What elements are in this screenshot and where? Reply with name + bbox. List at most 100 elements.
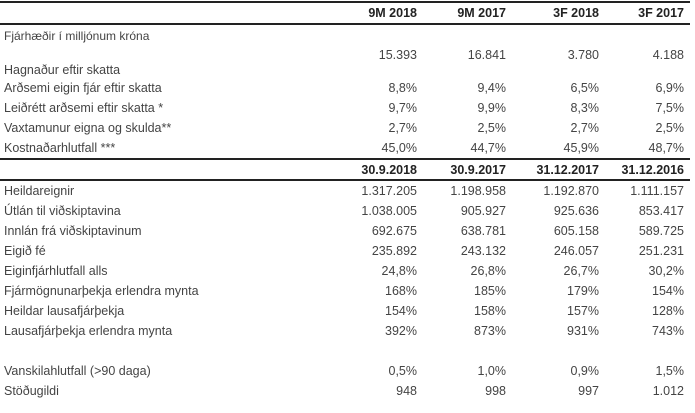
balance-row-label: Lausafjárþekja erlendra mynta <box>4 324 173 338</box>
balance-row-label: Eigið fé <box>4 244 46 258</box>
period-row: Arðsemi eigin fjár eftir skatta 8,8% 9,4% 6… <box>0 78 690 98</box>
balance-row-value: 179% <box>567 284 599 298</box>
unit-label-row-value <box>417 24 506 46</box>
spacer-row-value <box>328 341 417 361</box>
balance-row-value: 128% <box>652 304 684 318</box>
balance-row-value: 158% <box>474 304 506 318</box>
period-row: Kostnaðarhlutfall *** 45,0% 44,7% 45,9% 48,7… <box>0 138 690 159</box>
balance-row-value: 185% <box>474 284 506 298</box>
period-row-value: 45,0% <box>381 141 417 155</box>
balance-row-value: 392% <box>385 324 417 338</box>
date-header-row-value: 31.12.2016 <box>599 158 690 181</box>
balance-row: Eiginfjárhlutfall alls 24,8% 26,8% 26,7% 30,… <box>0 261 690 281</box>
balance-row-label: Eiginfjárhlutfall alls <box>4 264 108 278</box>
period-row-value: 3.780 <box>567 48 599 62</box>
balance-row: Innlán frá viðskiptavinum 692.675 638.781 6… <box>0 221 690 241</box>
balance-row-value: 1.111.157 <box>630 184 684 198</box>
balance-row-value: 157% <box>567 304 599 318</box>
period-row-value: 8,3% <box>570 101 600 115</box>
period-header-row-value: 9M 2018 <box>328 1 417 25</box>
period-row-value: 9,7% <box>388 101 418 115</box>
period-row-label: Vaxtamunur eigna og skulda** <box>4 121 172 135</box>
period-row-value: 9,9% <box>477 101 507 115</box>
other-row: Vanskilahlutfall (>90 daga) 0,5% 1,0% 0,9% 1… <box>0 361 690 381</box>
period-row-value: 8,8% <box>388 81 418 95</box>
period-row-label: Arðsemi eigin fjár eftir skatta <box>4 81 162 95</box>
period-row: Vaxtamunur eigna og skulda** 2,7% 2,5% 2,7%… <box>0 118 690 138</box>
other-row-label: Stöðugildi <box>4 384 59 398</box>
balance-row-value: 30,2% <box>648 264 684 278</box>
balance-row-label: Útlán til viðskiptavina <box>4 204 121 218</box>
balance-row-value: 873% <box>474 324 506 338</box>
period-row-value: 4.188 <box>652 48 684 62</box>
spacer-row-value <box>417 341 506 361</box>
period-row-value: 2,5% <box>655 121 685 135</box>
other-row-value: 948 <box>396 384 417 398</box>
period-header-row-value: 3F 2018 <box>506 1 599 25</box>
spacer-row <box>0 341 690 361</box>
period-header-row-value: 3F 2017 <box>599 1 690 25</box>
balance-row-value: 243.132 <box>460 244 506 258</box>
period-row-label: Leiðrétt arðsemi eftir skatta * <box>4 101 164 115</box>
balance-row-value: 1.198.958 <box>450 184 506 198</box>
other-row-value: 1,5% <box>655 364 685 378</box>
period-row-value: 15.393 <box>378 48 417 62</box>
date-header-row-label <box>0 158 328 181</box>
balance-row-value: 1.192.870 <box>543 184 599 198</box>
balance-row: Heildar lausafjárþekja 154% 158% 157% 128% <box>0 301 690 321</box>
balance-row-value: 24,8% <box>381 264 417 278</box>
balance-row-value: 235.892 <box>371 244 417 258</box>
other-row-value: 998 <box>485 384 506 398</box>
date-header-row-value: 30.9.2018 <box>328 158 417 181</box>
balance-row-value: 743% <box>652 324 684 338</box>
unit-label-row-value <box>506 24 599 46</box>
other-row-value: 997 <box>578 384 599 398</box>
period-row-value: 45,9% <box>563 141 599 155</box>
balance-row-value: 251.231 <box>638 244 684 258</box>
period-row-value: 9,4% <box>477 81 507 95</box>
balance-row: Eigið fé 235.892 243.132 246.057 251.231 <box>0 241 690 261</box>
period-row-value: 6,5% <box>570 81 600 95</box>
balance-row-value: 246.057 <box>553 244 599 258</box>
other-row-value: 1.012 <box>652 384 684 398</box>
other-row-label: Vanskilahlutfall (>90 daga) <box>4 364 151 378</box>
period-row: Hagnaður eftir skatta 15.393 16.841 3.780 4.… <box>0 46 690 78</box>
unit-label-row: Fjárhæðir í milljónum króna <box>0 24 690 46</box>
spacer-row-value <box>599 341 690 361</box>
date-header-row-value: 31.12.2017 <box>506 158 599 181</box>
other-row-value: 0,5% <box>388 364 418 378</box>
balance-row-value: 154% <box>652 284 684 298</box>
balance-row-value: 853.417 <box>638 204 684 218</box>
balance-row: Útlán til viðskiptavina 1.038.005 905.927 9… <box>0 201 690 221</box>
balance-row-value: 589.725 <box>638 224 684 238</box>
date-header-row: 30.9.2018 30.9.2017 31.12.2017 31.12.2016 <box>0 158 690 181</box>
unit-label-row-label: Fjárhæðir í milljónum króna <box>4 28 150 43</box>
period-row-value: 44,7% <box>470 141 506 155</box>
period-row-value: 2,5% <box>477 121 507 135</box>
balance-row-value: 26,7% <box>563 264 599 278</box>
period-header-row-value: 9M 2017 <box>417 1 506 25</box>
period-row-label: Kostnaðarhlutfall *** <box>4 141 116 155</box>
balance-row-label: Fjármögnunarþekja erlendra mynta <box>4 284 199 298</box>
balance-row-value: 605.158 <box>553 224 599 238</box>
balance-row: Fjármögnunarþekja erlendra mynta 168% 185%… <box>0 281 690 301</box>
balance-row-value: 1.038.005 <box>361 204 417 218</box>
balance-row-value: 925.636 <box>553 204 599 218</box>
period-row-value: 2,7% <box>388 121 418 135</box>
unit-label-row-value <box>599 24 690 46</box>
balance-row-value: 638.781 <box>460 224 506 238</box>
other-row: Stöðugildi 948 998 997 1.012 <box>0 381 690 401</box>
spacer-row-value <box>506 341 599 361</box>
period-header-row: 9M 2018 9M 2017 3F 2018 3F 2017 <box>0 1 690 25</box>
period-row-value: 6,9% <box>655 81 685 95</box>
balance-row-label: Heildareignir <box>4 184 75 198</box>
other-row-value: 0,9% <box>570 364 600 378</box>
balance-row-value: 905.927 <box>460 204 506 218</box>
balance-row-value: 692.675 <box>371 224 417 238</box>
balance-row-value: 26,8% <box>470 264 506 278</box>
spacer-row-label <box>0 341 328 361</box>
other-row-value: 1,0% <box>477 364 507 378</box>
unit-label-row-value <box>328 24 417 46</box>
period-row-value: 16.841 <box>467 48 506 62</box>
date-header-row-value: 30.9.2017 <box>417 158 506 181</box>
